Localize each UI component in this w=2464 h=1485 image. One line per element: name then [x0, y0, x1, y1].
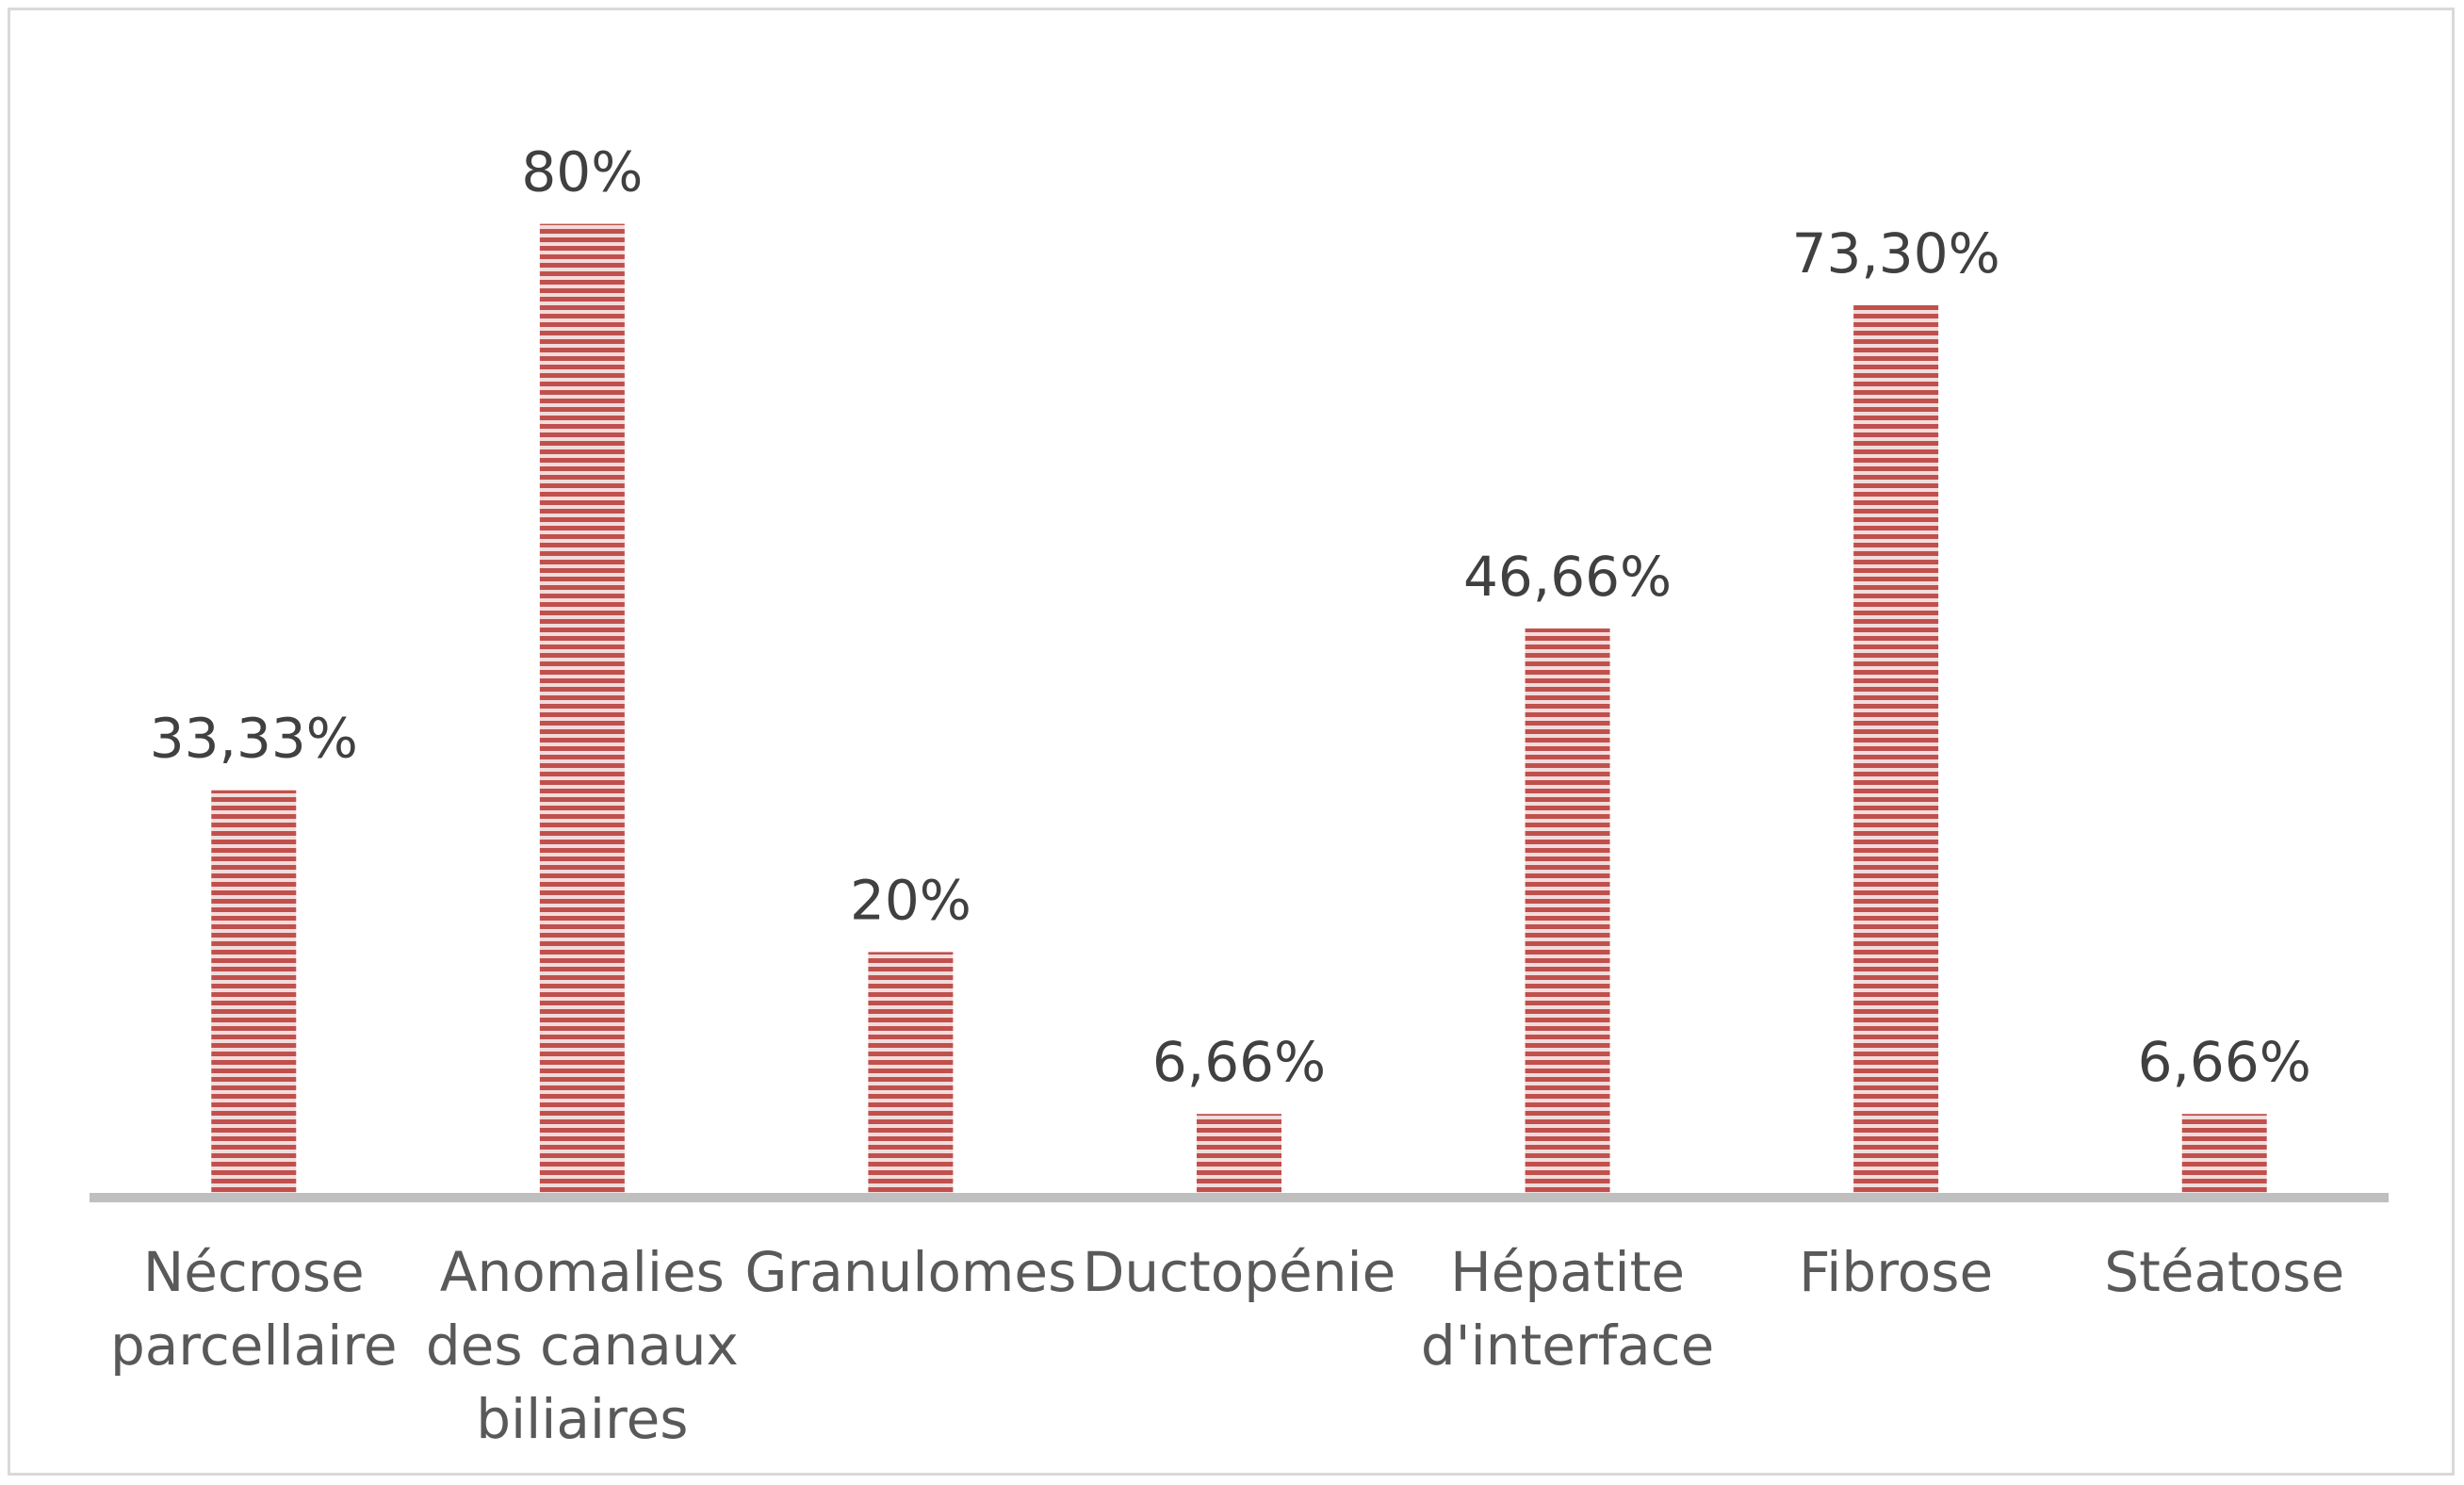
category-label-line: Nécrose	[143, 1240, 365, 1304]
category-label: Nécrose parcellaire	[110, 1240, 398, 1378]
category-label-line: Fibrose	[1799, 1240, 1993, 1304]
category-label-line: Hépatite	[1450, 1240, 1685, 1304]
bars-layer	[211, 223, 2267, 1196]
category-label-line: d'interface	[1421, 1314, 1714, 1378]
data-label: 6,66%	[2138, 1030, 2311, 1094]
data-labels-layer: 33,33% 80% 20% 6,66% 46,66% 73,30% 6,66%	[150, 140, 2311, 1095]
bar	[1853, 304, 1939, 1195]
category-label-line: parcellaire	[110, 1314, 398, 1378]
category-label-line: des canaux	[426, 1314, 739, 1378]
category-label: Ductopénie	[1083, 1240, 1396, 1304]
category-label: Hépatite d'interface	[1421, 1240, 1714, 1378]
bar	[1197, 1114, 1281, 1195]
category-label-line: Ductopénie	[1083, 1240, 1396, 1304]
category-labels-layer: Nécrose parcellaire Anomalies des canaux bil…	[110, 1240, 2344, 1451]
category-label: Granulomes	[744, 1240, 1076, 1304]
category-label-line: Anomalies	[440, 1240, 725, 1304]
category-label: Anomalies des canaux biliaires	[426, 1240, 739, 1451]
category-label-line: Stéatose	[2104, 1240, 2344, 1304]
data-label: 73,30%	[1792, 221, 2000, 286]
bar	[211, 790, 297, 1195]
category-label: Stéatose	[2104, 1240, 2344, 1304]
bar	[2181, 1114, 2267, 1195]
data-label: 46,66%	[1463, 545, 1672, 609]
category-label-line: biliaires	[476, 1387, 688, 1451]
bar	[1525, 628, 1610, 1195]
category-label: Fibrose	[1799, 1240, 1993, 1304]
bar	[868, 952, 954, 1195]
chart-frame	[8, 8, 2455, 1476]
data-label: 80%	[521, 140, 643, 204]
data-label: 6,66%	[1152, 1030, 1326, 1094]
category-label-line: Granulomes	[744, 1240, 1076, 1304]
data-label: 33,33%	[150, 707, 358, 771]
bar	[539, 223, 625, 1196]
data-label: 20%	[850, 868, 971, 932]
